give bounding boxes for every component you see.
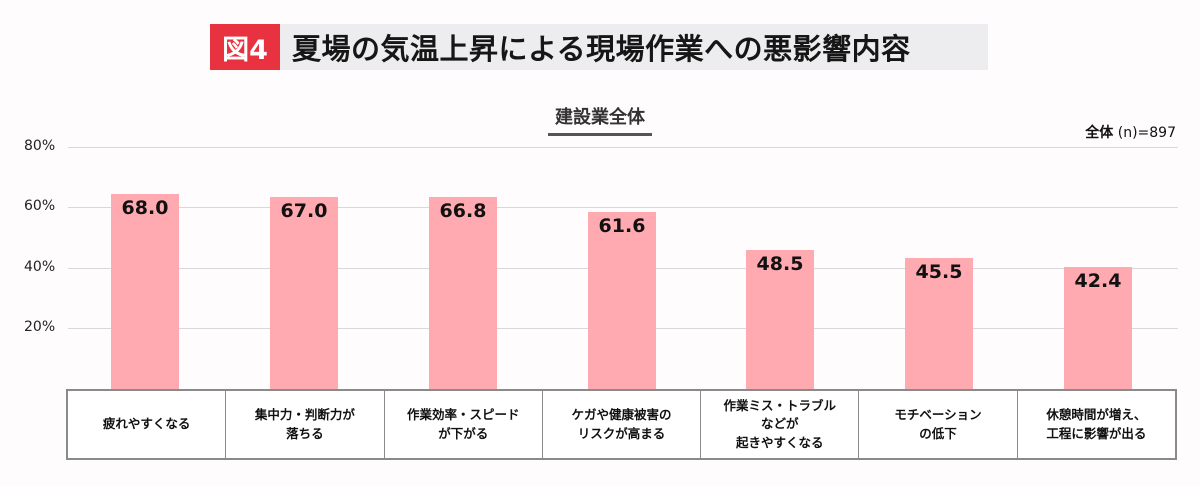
category-label: 疲れやすくなる bbox=[68, 391, 227, 458]
y-axis-tick-label: 20% bbox=[24, 319, 56, 335]
gridline bbox=[68, 147, 1178, 148]
chart-subtitle: 建設業全体 bbox=[548, 103, 652, 136]
bar-value-label: 48.5 bbox=[756, 253, 804, 275]
bar bbox=[588, 212, 656, 389]
bar-value-label: 45.5 bbox=[915, 261, 963, 283]
figure-title: 図4 夏場の気温上昇による現場作業への悪影響内容 bbox=[210, 24, 988, 70]
bar-value-label: 42.4 bbox=[1074, 270, 1122, 292]
category-table: 疲れやすくなる 集中力・判断力が 落ちる 作業効率・スピード が下がる ケガや健康被害… bbox=[66, 389, 1177, 460]
figure-number-badge: 図4 bbox=[210, 24, 280, 70]
bar bbox=[429, 197, 497, 389]
bar-value-label: 61.6 bbox=[598, 215, 646, 237]
sample-size-note: 全体 (n)=897 bbox=[1085, 122, 1176, 142]
gridline bbox=[68, 207, 1178, 208]
category-label: 作業効率・スピード が下がる bbox=[385, 391, 543, 458]
category-label: 休憩時間が増え、 工程に影響が出る bbox=[1046, 407, 1147, 441]
chart-title: 夏場の気温上昇による現場作業への悪影響内容 bbox=[280, 24, 988, 70]
sample-prefix: 全体 bbox=[1085, 125, 1114, 141]
bar-value-label: 68.0 bbox=[121, 197, 169, 219]
y-axis-tick-label: 60% bbox=[24, 198, 56, 214]
bar-value-label: 66.8 bbox=[439, 200, 487, 222]
y-axis-tick-label: 80% bbox=[24, 138, 56, 154]
bar-value-label: 67.0 bbox=[280, 200, 328, 222]
category-label: 作業ミス・トラブル などが 起きやすくなる bbox=[701, 391, 860, 458]
sample-size: (n)=897 bbox=[1117, 125, 1176, 141]
y-axis-tick-label: 40% bbox=[24, 259, 56, 275]
bar bbox=[905, 258, 973, 389]
category-label: 集中力・判断力が 落ちる bbox=[226, 391, 385, 458]
bar bbox=[111, 194, 179, 389]
category-label: モチベーション の低下 bbox=[859, 391, 1018, 458]
bar bbox=[270, 197, 338, 389]
bar bbox=[746, 250, 814, 389]
category-label: ケガや健康被害の リスクが高まる bbox=[543, 391, 702, 458]
bar bbox=[1064, 267, 1132, 389]
